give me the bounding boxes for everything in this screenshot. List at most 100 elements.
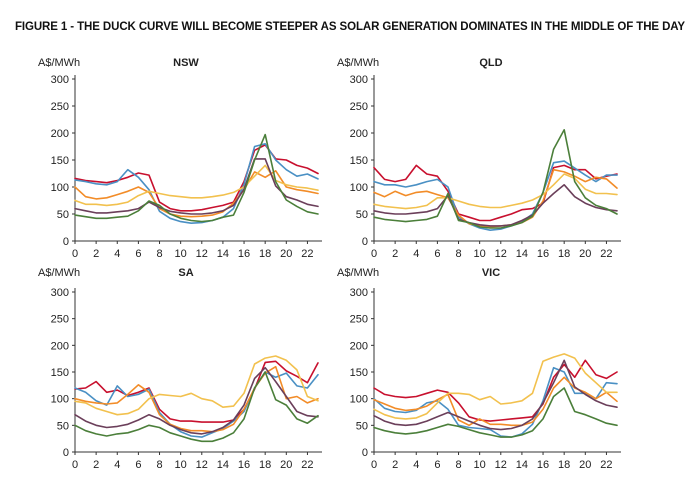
series-line-series-1 <box>373 359 618 422</box>
y-tick-label: 250 <box>350 101 368 113</box>
x-tick-label: 8 <box>455 459 461 471</box>
y-tick-label: 200 <box>51 128 69 140</box>
x-tick-label: 0 <box>371 459 377 471</box>
x-tick-label: 14 <box>217 248 229 260</box>
x-tick-label: 2 <box>392 459 398 471</box>
panel-title: VIC <box>482 267 500 279</box>
x-tick-label: 20 <box>280 248 292 260</box>
series-line-series-2 <box>74 143 319 224</box>
x-tick-label: 0 <box>72 248 78 260</box>
x-tick-label: 16 <box>238 459 250 471</box>
y-tick-label: 300 <box>350 74 368 86</box>
x-tick-label: 4 <box>114 459 120 471</box>
x-tick-label: 12 <box>495 248 507 260</box>
x-tick-label: 18 <box>259 248 271 260</box>
chart-panel-qld: A$/MWh QLD 0 50 100 150 200 250 300 0 2 4 6 8 10 12 14 16… <box>337 57 621 260</box>
y-axis-label: A$/MWh <box>337 267 379 279</box>
x-tick-label: 20 <box>579 459 591 471</box>
x-tick-label: 8 <box>455 248 461 260</box>
x-tick-label: 22 <box>301 248 313 260</box>
x-tick-label: 18 <box>558 459 570 471</box>
y-tick-label: 150 <box>350 155 368 167</box>
x-tick-label: 18 <box>259 459 271 471</box>
x-tick-label: 12 <box>495 459 507 471</box>
series-line-series-6 <box>373 387 618 438</box>
y-tick-label: 100 <box>51 394 69 406</box>
x-tick-label: 2 <box>93 459 99 471</box>
y-axis-label: A$/MWh <box>38 267 80 279</box>
y-tick-label: 250 <box>350 314 368 326</box>
y-tick-label: 50 <box>356 209 368 221</box>
y-tick-label: 250 <box>51 101 69 113</box>
series-line-series-5 <box>373 359 618 431</box>
chart-panel-sa: A$/MWh SA 0 50 100 150 200 250 300 0 2 4 6 8 10 12 14 16 1… <box>38 267 322 471</box>
x-tick-label: 14 <box>217 459 229 471</box>
y-tick-label: 150 <box>51 155 69 167</box>
series-line-series-1 <box>74 144 319 212</box>
series-line-series-5 <box>74 366 319 435</box>
panel-title: QLD <box>479 57 502 69</box>
y-tick-label: 200 <box>350 128 368 140</box>
x-tick-label: 0 <box>72 459 78 471</box>
y-axis-label: A$/MWh <box>38 57 80 69</box>
y-tick-label: 300 <box>51 287 69 299</box>
y-tick-label: 100 <box>51 182 69 194</box>
x-tick-label: 20 <box>579 248 591 260</box>
x-tick-label: 10 <box>474 459 486 471</box>
y-tick-label: 0 <box>63 236 69 248</box>
x-tick-label: 10 <box>474 248 486 260</box>
chart-panel-vic: A$/MWh VIC 0 50 100 150 200 250 300 0 2 4 6 8 10 12 14 16… <box>337 267 621 471</box>
panel-title: SA <box>178 267 193 279</box>
y-tick-label: 250 <box>51 314 69 326</box>
x-tick-label: 10 <box>175 248 187 260</box>
x-tick-label: 0 <box>371 248 377 260</box>
series-line-series-2 <box>373 366 618 438</box>
y-tick-label: 100 <box>350 394 368 406</box>
y-tick-label: 0 <box>362 236 368 248</box>
x-tick-label: 10 <box>175 459 187 471</box>
x-tick-label: 4 <box>413 248 419 260</box>
series-line-series-4 <box>373 173 618 210</box>
y-tick-label: 100 <box>350 182 368 194</box>
series-line-series-4 <box>373 353 618 420</box>
series-line-series-4 <box>74 164 319 207</box>
series-line-series-4 <box>74 355 319 416</box>
x-tick-label: 16 <box>537 459 549 471</box>
x-tick-label: 8 <box>156 459 162 471</box>
x-tick-label: 4 <box>413 459 419 471</box>
panel-title: NSW <box>173 57 199 69</box>
x-tick-label: 22 <box>301 459 313 471</box>
x-tick-label: 12 <box>196 248 208 260</box>
x-tick-label: 20 <box>280 459 292 471</box>
y-tick-label: 0 <box>362 447 368 459</box>
y-tick-label: 150 <box>350 367 368 379</box>
x-tick-label: 14 <box>516 248 528 260</box>
x-tick-label: 2 <box>392 248 398 260</box>
x-tick-label: 18 <box>558 248 570 260</box>
x-tick-label: 14 <box>516 459 528 471</box>
series-line-series-6 <box>373 129 618 229</box>
x-tick-label: 12 <box>196 459 208 471</box>
x-tick-label: 6 <box>434 248 440 260</box>
x-tick-label: 22 <box>600 248 612 260</box>
y-tick-label: 200 <box>350 340 368 352</box>
series-line-series-6 <box>74 371 319 443</box>
x-tick-label: 4 <box>114 248 120 260</box>
y-tick-label: 150 <box>51 367 69 379</box>
y-tick-label: 200 <box>51 340 69 352</box>
series-line-series-6 <box>74 133 319 223</box>
y-tick-label: 50 <box>356 420 368 432</box>
series-line-series-5 <box>373 184 618 227</box>
y-tick-label: 300 <box>350 287 368 299</box>
series-line-series-3 <box>74 170 319 218</box>
x-tick-label: 6 <box>135 459 141 471</box>
y-tick-label: 50 <box>57 209 69 221</box>
y-axis-label: A$/MWh <box>337 57 379 69</box>
series-line-series-5 <box>74 158 319 215</box>
x-tick-label: 2 <box>93 248 99 260</box>
x-tick-label: 6 <box>434 459 440 471</box>
series-line-series-2 <box>373 160 618 231</box>
y-tick-label: 300 <box>51 74 69 86</box>
